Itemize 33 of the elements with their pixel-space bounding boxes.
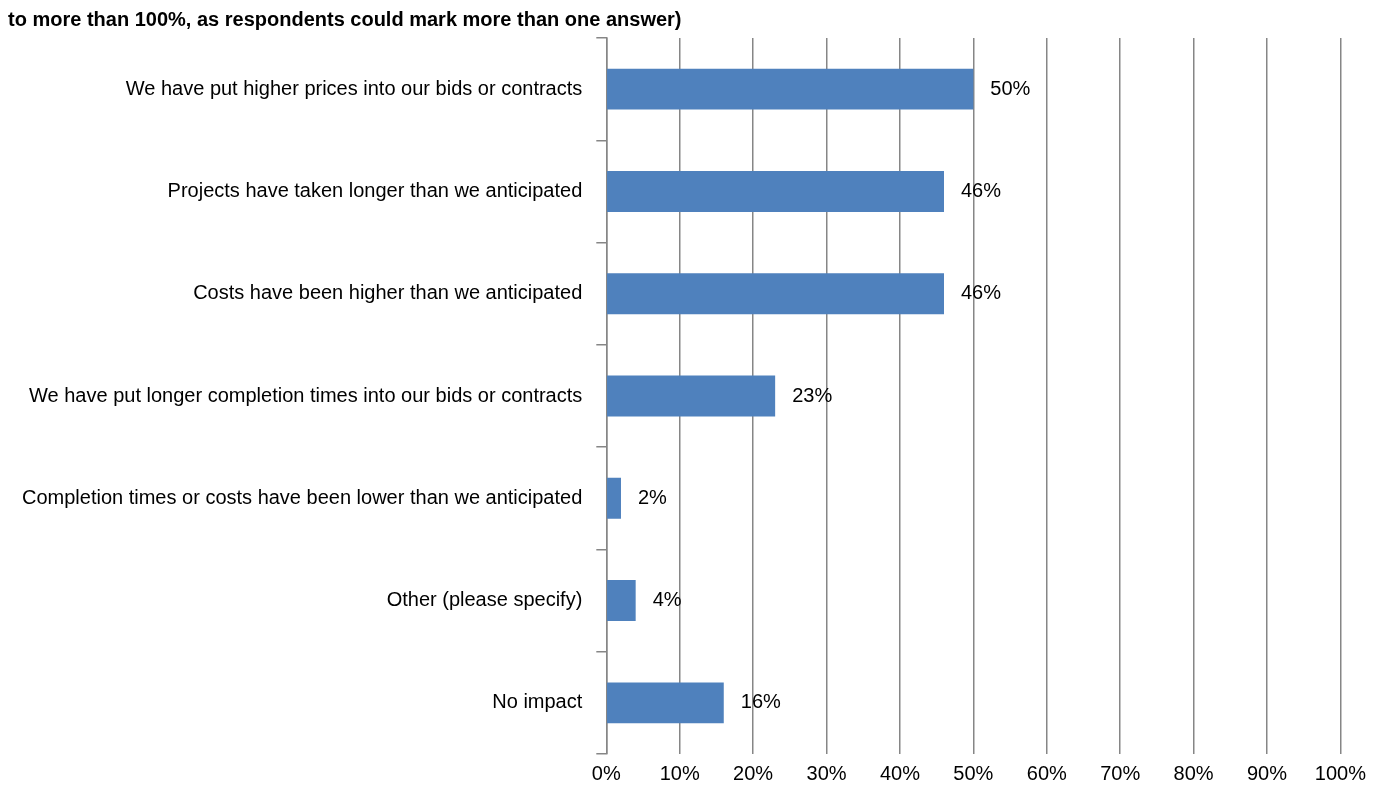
x-tick-label: 10% xyxy=(659,761,700,784)
data-label: 4% xyxy=(652,588,682,611)
bar xyxy=(607,375,776,417)
x-tick-label: 100% xyxy=(1314,761,1367,784)
y-tick-label: Other (please specify) xyxy=(386,588,583,611)
x-tick-label: 80% xyxy=(1173,761,1214,784)
x-tick-label: 0% xyxy=(591,761,621,784)
bar xyxy=(607,273,944,315)
bar xyxy=(607,477,621,519)
data-label: 50% xyxy=(990,76,1031,99)
text: to more than 100%, as respondents could mark more than one answer) xyxy=(8,7,682,30)
y-tick-label: Projects have taken longer than we anticipated xyxy=(167,178,583,201)
bar xyxy=(607,68,974,110)
x-tick-label: 40% xyxy=(879,761,921,784)
data-label: 23% xyxy=(792,383,833,406)
y-tick-label: We have put longer completion times into our bids or contracts xyxy=(29,383,583,406)
y-tick-label: No impact xyxy=(492,690,583,713)
y-tick-label: We have put higher prices into our bids or contracts xyxy=(125,76,583,99)
bar xyxy=(607,580,636,622)
x-tick-label: 20% xyxy=(733,761,774,784)
x-tick-label: 30% xyxy=(806,761,847,784)
y-tick-label: Costs have been higher than we anticipated xyxy=(193,281,583,304)
data-label: 2% xyxy=(637,485,668,508)
bar xyxy=(607,682,724,724)
x-tick-label: 50% xyxy=(953,761,994,784)
x-tick-label: 60% xyxy=(1026,761,1068,784)
x-tick-label: 90% xyxy=(1247,761,1288,784)
y-tick-label: Completion times or costs have been lower than we anticipated xyxy=(21,485,583,508)
x-tick-label: 70% xyxy=(1100,761,1141,784)
bar xyxy=(607,170,944,212)
data-label: 46% xyxy=(961,281,1002,304)
data-label: 46% xyxy=(961,178,1002,201)
data-label: 16% xyxy=(740,690,782,713)
